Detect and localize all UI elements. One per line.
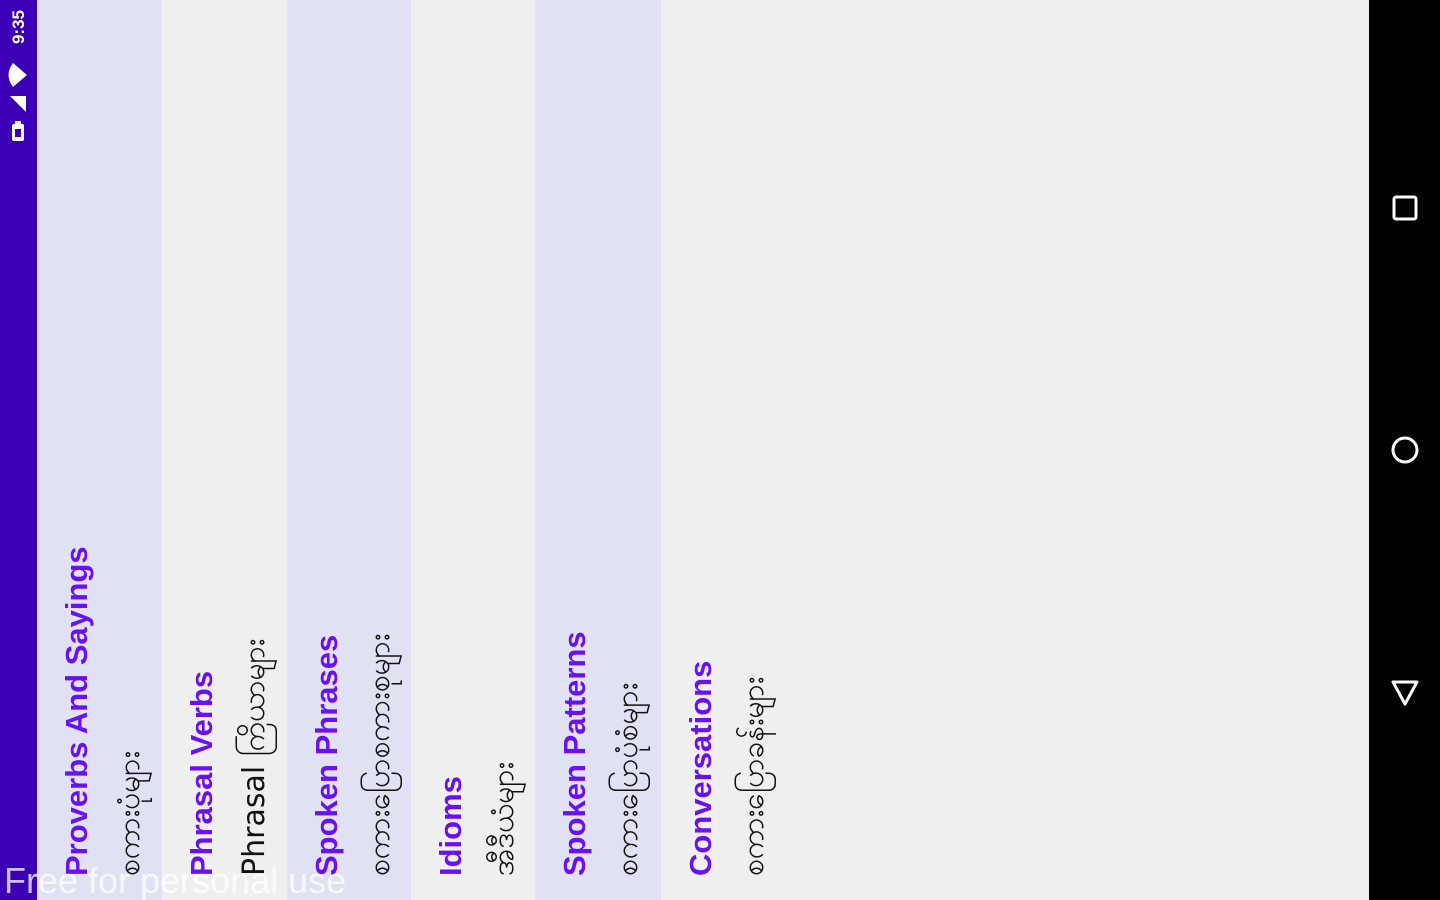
- back-triangle-icon: [1391, 680, 1419, 706]
- item-title: Spoken Phrases: [309, 634, 344, 876]
- item-title: Proverbs And Sayings: [59, 546, 94, 876]
- navigation-bar: [1369, 0, 1440, 900]
- item-title: Spoken Patterns: [557, 631, 592, 876]
- item-subtitle: စကားပြောခန်းများ: [736, 676, 771, 876]
- back-button[interactable]: [1387, 675, 1423, 711]
- watermark: Free for personal use: [4, 860, 347, 900]
- status-time: 9:35: [9, 10, 28, 45]
- home-circle-icon: [1391, 436, 1419, 464]
- wifi-icon: [8, 63, 27, 87]
- list-item-spoken-phrases[interactable]: Spoken Phrases စကားပြောစကားစုများ: [287, 0, 411, 900]
- list-item-spoken-patterns[interactable]: Spoken Patterns စကားပြောပုံစံများ: [535, 0, 661, 900]
- signal-icon: [10, 96, 26, 112]
- item-subtitle: စကားပြောစကားစုများ: [362, 633, 397, 876]
- recents-button[interactable]: [1387, 190, 1423, 226]
- list-item-proverbs[interactable]: Proverbs And Sayings စကားပုံများ: [37, 0, 162, 900]
- battery-icon: [12, 121, 24, 141]
- item-title: Conversations: [683, 660, 718, 876]
- item-subtitle: စကားပုံများ: [112, 750, 147, 876]
- status-icons: [8, 62, 28, 142]
- item-subtitle: အီဒီယံများ: [486, 761, 521, 876]
- item-title: Idioms: [433, 776, 468, 876]
- item-subtitle: Phrasal ကြိယာများ: [237, 638, 272, 876]
- home-button[interactable]: [1387, 432, 1423, 468]
- list-item-idioms[interactable]: Idioms အီဒီယံများ: [411, 0, 535, 900]
- item-title: Phrasal Verbs: [184, 670, 219, 876]
- list-item-phrasal-verbs[interactable]: Phrasal Verbs Phrasal ကြိယာများ: [162, 0, 287, 900]
- recents-square-icon: [1392, 195, 1418, 221]
- category-list[interactable]: Proverbs And Sayings စကားပုံများ Phrasal…: [37, 0, 1369, 900]
- list-item-conversations[interactable]: Conversations စကားပြောခန်းများ: [661, 0, 787, 900]
- status-bar: 9:35: [0, 0, 37, 900]
- item-subtitle: စကားပြောပုံစံများ: [610, 682, 645, 876]
